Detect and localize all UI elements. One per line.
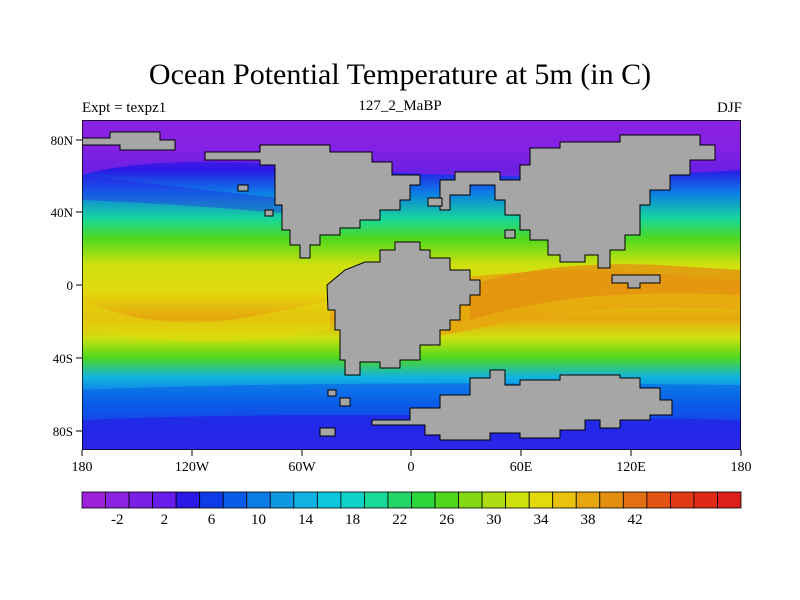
colorbar-swatch (599, 491, 624, 509)
x-tick-label: 0 (408, 460, 415, 475)
colorbar-swatch (669, 491, 695, 509)
colorbar-swatch (717, 491, 742, 509)
colorbar-swatch (387, 491, 412, 509)
colorbar-swatch (505, 491, 530, 509)
x-axis-labels: 180 120W 60W 0 60E 120E 180 (72, 460, 752, 475)
colorbar-label: 18 (345, 512, 360, 528)
y-tick-label: 40S (53, 351, 73, 366)
time-label: 127_2_MaBP (358, 98, 442, 114)
colorbar-swatch (458, 491, 483, 509)
colorbar-swatch (552, 491, 577, 509)
colorbar-label: 22 (392, 512, 407, 528)
colorbar-label: -2 (111, 512, 124, 528)
colorbar-swatch (481, 491, 507, 509)
colorbar-swatch (293, 491, 318, 509)
colorbar-label: 10 (251, 512, 266, 528)
colorbar-swatch (693, 491, 718, 509)
colorbar-label: 2 (161, 512, 169, 528)
experiment-label: Expt = texpz1 (82, 100, 167, 116)
x-tick-label: 60W (288, 460, 316, 475)
colorbar-label: 34 (533, 512, 549, 528)
colorbar-swatch (128, 491, 154, 509)
y-tick-label: 80N (51, 133, 74, 148)
x-tick-label: 180 (731, 460, 752, 475)
colorbar-labels: -2 2 6 10 14 18 22 26 30 34 38 42 (111, 512, 643, 528)
colorbar-swatch (622, 491, 648, 509)
colorbar-swatch (152, 491, 177, 509)
colorbar-label: 42 (628, 512, 643, 528)
colorbar-swatch (434, 491, 459, 509)
land-masses (82, 131, 716, 441)
x-tick-label: 180 (72, 460, 93, 475)
colorbar-swatch (364, 491, 389, 509)
colorbar-swatch (528, 491, 554, 509)
colorbar-swatch (646, 491, 671, 509)
colorbar-swatch (222, 491, 248, 509)
colorbar-swatch (199, 491, 224, 509)
x-tick-label: 60E (510, 460, 533, 475)
colorbar-swatch (81, 491, 106, 509)
map-title: Ocean Potential Temperature at 5m (in C) (148, 58, 652, 91)
y-tick-label: 40N (51, 205, 74, 220)
temperature-field (82, 120, 741, 450)
y-tick-label: 80S (53, 424, 73, 439)
colorbar-swatch (269, 491, 295, 509)
colorbar-label: 30 (486, 512, 501, 528)
axis-ticks (76, 139, 742, 456)
colorbar-swatch (105, 491, 130, 509)
colorbar-swatch (575, 491, 601, 509)
colorbar-swatch (316, 491, 342, 509)
y-axis-labels: 80N 40N 0 40S 80S (51, 133, 74, 439)
colorbar-label: 6 (208, 512, 216, 528)
season-label: DJF (716, 100, 742, 116)
colorbar-label: 14 (298, 512, 314, 528)
colorbar-swatch (411, 491, 436, 509)
colorbar-swatch (340, 491, 365, 509)
colorbar-label: 38 (581, 512, 596, 528)
colorbar-swatch (246, 491, 271, 509)
colorbar-swatch (175, 491, 201, 509)
colorbar (81, 491, 742, 509)
colorbar-label: 26 (439, 512, 455, 528)
x-tick-label: 120W (175, 460, 210, 475)
y-tick-label: 0 (67, 278, 74, 293)
x-tick-label: 120E (616, 460, 646, 475)
